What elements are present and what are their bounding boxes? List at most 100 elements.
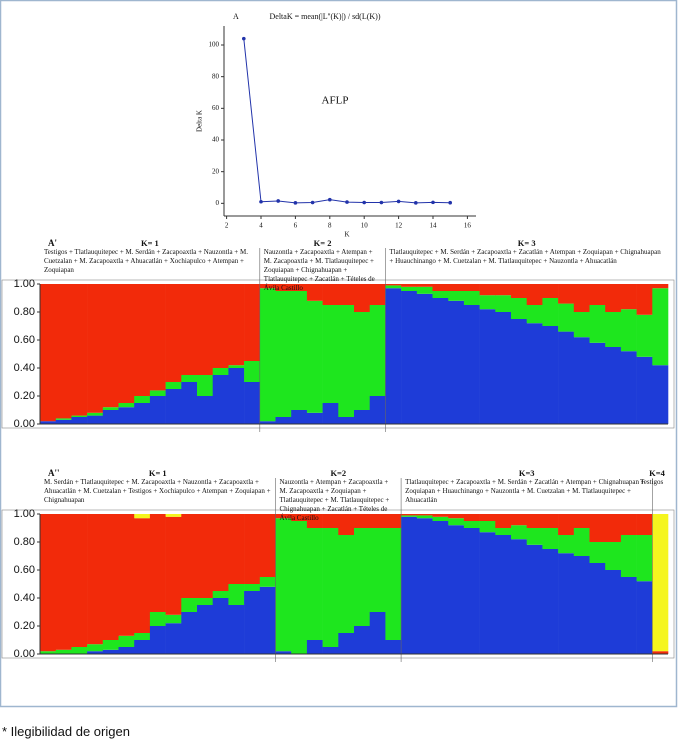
y-tick-label: 40 (212, 136, 220, 144)
y-tick-label: 0.80 (14, 306, 35, 318)
bar-segment (212, 375, 229, 424)
bar-segment (228, 605, 245, 654)
bar-segment (87, 284, 104, 413)
y-tick-label: 0.40 (14, 592, 35, 604)
bar-segment (526, 514, 543, 528)
bar-segment (354, 284, 370, 312)
bar-segment (511, 514, 527, 526)
bar-segment (149, 390, 166, 396)
bar-segment (463, 528, 480, 654)
bar-segment (479, 295, 496, 310)
bar-segment (259, 514, 276, 577)
y-tick-label: 60 (212, 104, 220, 112)
bar-segment (495, 514, 512, 528)
data-point (345, 200, 349, 204)
bar-segment (165, 623, 182, 654)
bar-segment (385, 514, 402, 528)
bar-segment (291, 291, 308, 410)
bar-segment (636, 314, 653, 357)
bar-segment (322, 514, 339, 528)
bar-segment (181, 375, 198, 382)
data-point (328, 197, 332, 202)
bar-segment (448, 525, 465, 654)
bar-segment (87, 514, 104, 645)
footnote: * Ilegibilidad de origen (2, 724, 130, 739)
bar-segment (573, 337, 590, 424)
data-point (362, 200, 367, 205)
bar-segment (620, 535, 637, 577)
bar-segment (526, 544, 543, 654)
bar-segment (448, 300, 465, 424)
bar-segment (165, 284, 182, 382)
bar-segment (71, 415, 88, 417)
bar-segment (620, 514, 637, 535)
bar-segment (338, 305, 355, 417)
bar-segment (636, 284, 653, 315)
bar-segment (479, 514, 496, 521)
bar-segment (291, 410, 308, 424)
data-line (243, 38, 451, 204)
x-axis-label: K (344, 231, 349, 239)
bar-segment (573, 556, 590, 654)
bar-segment (244, 382, 261, 424)
bar-segment (385, 640, 402, 654)
data-point (448, 200, 453, 205)
bar-segment (652, 651, 669, 654)
bar-segment (306, 640, 323, 654)
bar-segment (573, 528, 590, 556)
group-members: Tlatlauquitepec + M. Serdán + Zacapoaxtl… (389, 248, 661, 265)
bar-segment (197, 605, 213, 654)
bar-segment (432, 298, 449, 424)
bar-segment (416, 286, 433, 294)
bar-segment (479, 521, 496, 533)
data-point (276, 199, 281, 203)
data-point (396, 199, 401, 204)
bar-segment (275, 284, 292, 291)
bar-segment (228, 514, 245, 584)
group-label: K= 1 (148, 468, 167, 478)
bar-segment (354, 626, 370, 654)
bar-segment (558, 535, 575, 554)
bar-segment (463, 284, 480, 291)
bar-segment (605, 542, 622, 570)
y-tick-label: 0.40 (14, 362, 35, 374)
bar-segment (275, 417, 292, 424)
bar-segment (40, 651, 56, 654)
group-members: Testigos (640, 478, 664, 486)
bar-segment (134, 633, 151, 640)
bar-segment (228, 284, 245, 366)
bar-segment (354, 528, 370, 626)
x-tick-label: 16 (464, 222, 472, 230)
bar-segment (589, 284, 606, 305)
bar-segment (306, 412, 323, 424)
data-point (242, 36, 246, 41)
bar-segment (479, 284, 496, 296)
bar-segment (322, 305, 339, 403)
bar-segment (495, 295, 512, 312)
bar-segment (165, 516, 182, 615)
bar-segment (605, 284, 622, 312)
bar-segment (542, 298, 559, 326)
bar-segment (259, 577, 276, 587)
bar-segment (165, 514, 182, 517)
bar-segment (463, 305, 480, 424)
bar-segment (102, 284, 119, 408)
bar-segment (448, 514, 465, 519)
y-tick-label: 0.20 (14, 620, 35, 632)
x-tick-label: 14 (430, 222, 438, 230)
bar-segment (448, 518, 465, 526)
bar-segment (369, 284, 386, 305)
bar-segment (228, 368, 245, 424)
data-point (310, 200, 315, 205)
group-label: K= 3 (517, 238, 536, 248)
bar-segment (55, 284, 72, 419)
bar-segment (558, 331, 575, 424)
bar-segment (259, 284, 276, 289)
bar-segment (495, 312, 512, 424)
bar-segment (416, 514, 433, 516)
bar-segment (401, 515, 418, 517)
bar-segment (620, 577, 637, 654)
bar-segment (118, 514, 135, 636)
bar-segment (589, 305, 606, 343)
bar-segment (322, 528, 339, 647)
